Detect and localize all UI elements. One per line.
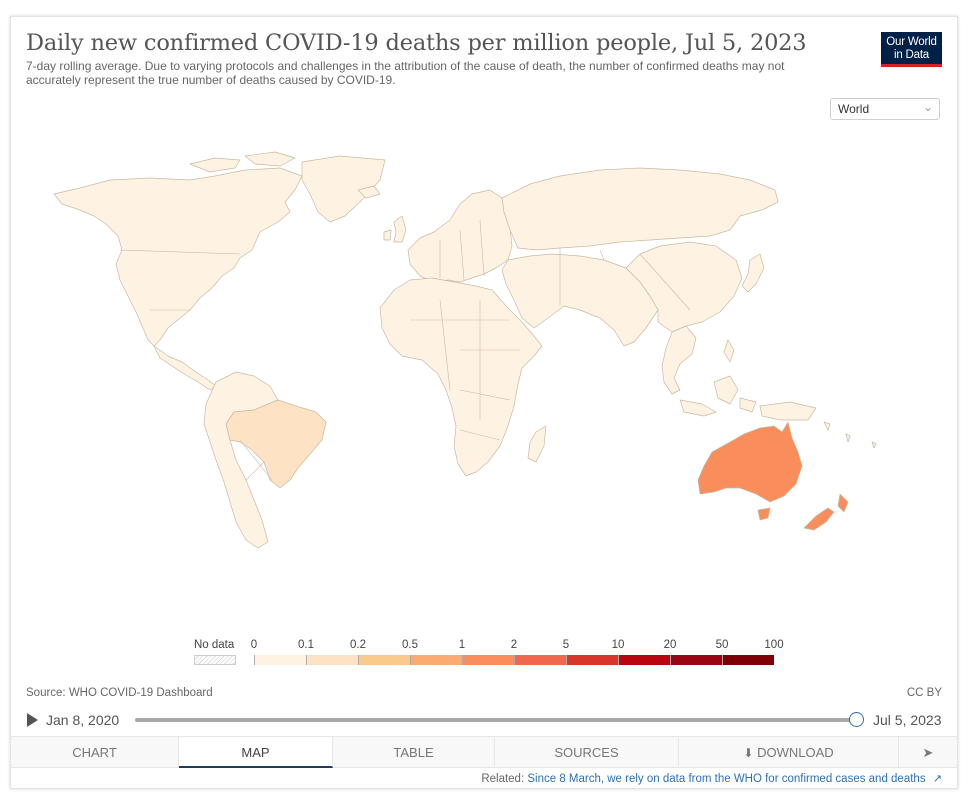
legend-bin[interactable] (306, 655, 358, 665)
legend-tick-label: 5 (562, 639, 570, 651)
legend-tick-label: 0.5 (402, 639, 418, 651)
logo-line-2: in Data (893, 48, 930, 61)
tab-download-label: Download (757, 745, 834, 760)
map-region-north-america[interactable] (53, 167, 303, 347)
legend-bin[interactable] (670, 655, 722, 665)
download-icon: ⬇ (743, 746, 754, 760)
timeline-start-date[interactable]: Jan 8, 2020 (46, 712, 120, 728)
related-link[interactable]: Since 8 March, we rely on data from the … (527, 773, 926, 785)
source-note[interactable]: Source: WHO COVID-19 Dashboard (26, 687, 213, 699)
legend-no-data-label: No data (194, 639, 235, 651)
map-region-indonesia[interactable] (679, 339, 817, 421)
external-link-icon: ↗ (932, 773, 942, 785)
legend-bin[interactable] (618, 655, 670, 665)
map-region-southeast-asia[interactable] (661, 325, 697, 395)
map-region-uk[interactable] (383, 215, 407, 243)
map-region-central-america[interactable] (153, 345, 217, 391)
map-region-arctic-islands[interactable] (189, 151, 296, 173)
chevron-down-icon: ⌄ (922, 100, 933, 114)
legend-bin[interactable] (254, 655, 306, 665)
country-borders (119, 219, 691, 481)
map-region-australia[interactable] (697, 421, 803, 503)
legend-tick-label: 10 (611, 639, 625, 651)
map-region-madagascar[interactable] (527, 425, 547, 463)
timeline-track[interactable] (135, 718, 857, 722)
legend-tick-label: 20 (663, 639, 677, 651)
legend-bin[interactable] (358, 655, 410, 665)
owid-logo[interactable]: Our World in Data (881, 32, 942, 67)
related-note: Related: Since 8 March, we rely on data … (481, 772, 942, 785)
region-select-value: World (838, 102, 870, 116)
share-icon: ➤ (922, 745, 934, 760)
legend-tick-label: 2 (510, 639, 518, 651)
tab-sources[interactable]: Sources (495, 737, 679, 768)
chart-subtitle: 7-day rolling average. Due to varying pr… (26, 59, 785, 87)
tab-chart[interactable]: Chart (11, 737, 179, 768)
related-prefix: Related: (481, 773, 525, 785)
legend-tick-label: 0 (250, 639, 258, 651)
logo-line-1: Our World (886, 36, 937, 48)
map-region-tasmania[interactable] (757, 507, 771, 521)
legend-tick-label: 1 (458, 639, 466, 651)
legend-bin[interactable] (566, 655, 618, 665)
map-legend: No data 0 0.1 0.2 0.5 1 2 5 10 20 50 100 (194, 639, 784, 665)
map-region-africa[interactable] (379, 277, 543, 477)
map-region-iceland[interactable] (357, 185, 381, 199)
share-button[interactable]: ➤ (899, 737, 957, 768)
legend-bin[interactable] (514, 655, 566, 665)
map-region-pacific-islands[interactable] (823, 421, 877, 449)
legend-tick-label: 50 (715, 639, 729, 651)
map-region-europe[interactable] (407, 189, 513, 283)
world-map[interactable] (40, 150, 900, 560)
chart-tabs: Chart Map Table Sources ⬇ Download ➤ (11, 736, 957, 768)
map-region-asia-west[interactable] (501, 253, 659, 347)
map-region-south-america[interactable] (203, 371, 279, 549)
legend-no-data-swatch[interactable] (194, 655, 236, 665)
chart-title: Daily new confirmed COVID-19 deaths per … (26, 30, 807, 56)
legend-bin[interactable] (410, 655, 462, 665)
play-icon[interactable] (27, 713, 38, 727)
timeline-handle[interactable] (849, 712, 864, 727)
map-region-japan[interactable] (741, 253, 765, 293)
legend-tick-label: 0.2 (350, 639, 366, 651)
map-region-brazil[interactable] (225, 399, 327, 489)
region-select[interactable]: World ⌄ (830, 98, 940, 120)
map-region-new-zealand[interactable] (803, 493, 849, 531)
license-note[interactable]: CC BY (906, 687, 942, 699)
legend-tick-label: 0.1 (298, 639, 314, 651)
tab-download[interactable]: ⬇ Download (679, 737, 899, 768)
legend-bin[interactable] (722, 655, 774, 665)
map-region-greenland[interactable] (301, 155, 386, 223)
tab-map[interactable]: Map (179, 737, 333, 768)
legend-bin[interactable] (462, 655, 514, 665)
legend-tick-label: 100 (764, 639, 784, 651)
map-region-east-asia[interactable] (625, 241, 743, 333)
tab-table[interactable]: Table (333, 737, 495, 768)
map-region-russia[interactable] (501, 167, 779, 251)
timeline-end-date[interactable]: Jul 5, 2023 (873, 712, 942, 728)
